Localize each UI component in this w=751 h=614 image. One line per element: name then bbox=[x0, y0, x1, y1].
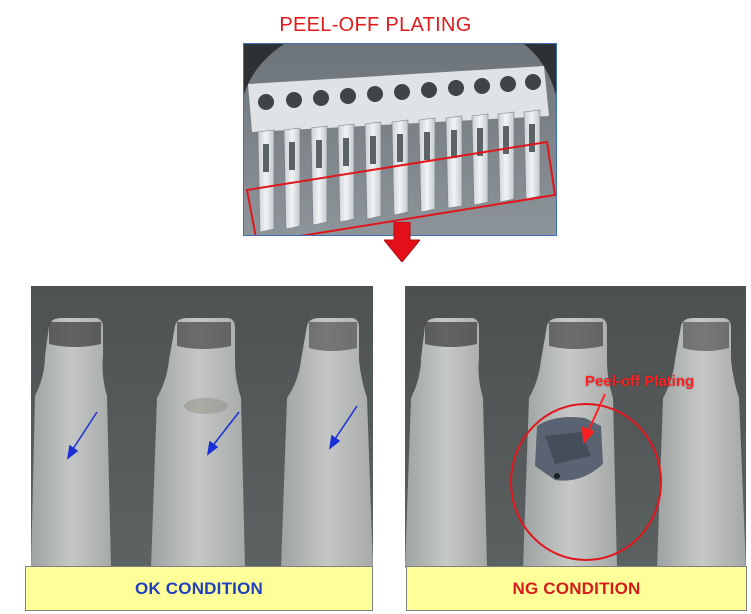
overview-photo bbox=[243, 43, 557, 236]
ng-condition-label: NG CONDITION bbox=[406, 566, 747, 611]
ng-photo-graphic bbox=[405, 286, 746, 568]
overview-photo-graphic bbox=[244, 44, 556, 235]
ok-condition-label: OK CONDITION bbox=[25, 566, 373, 611]
peel-off-callout-label: Peel-off Plating bbox=[585, 373, 695, 390]
ok-photo-graphic bbox=[31, 286, 373, 568]
red-down-arrow-icon bbox=[382, 221, 422, 263]
ok-condition-photo bbox=[31, 286, 373, 568]
page-title: PEEL-OFF PLATING bbox=[279, 14, 472, 36]
ng-condition-photo bbox=[405, 286, 746, 568]
